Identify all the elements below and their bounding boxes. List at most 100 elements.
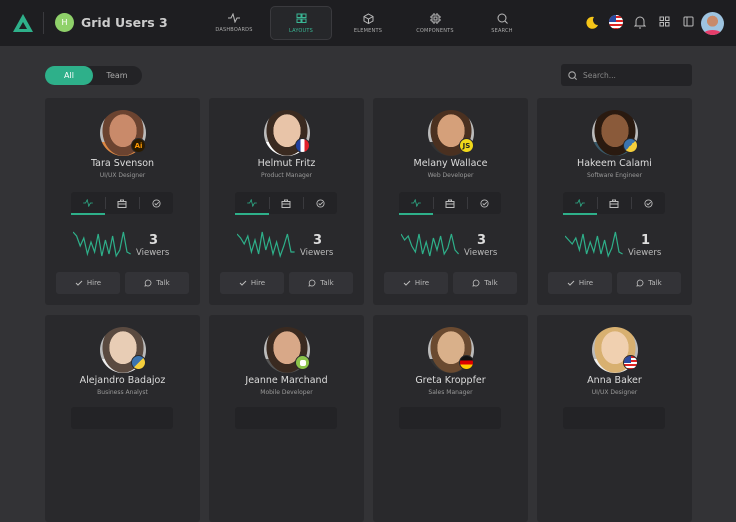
user-avatar[interactable] bbox=[701, 12, 724, 35]
flag-germany-icon bbox=[459, 355, 474, 370]
filter-all[interactable]: All bbox=[45, 66, 93, 85]
chat-bubble-icon bbox=[144, 279, 152, 287]
user-card: Greta Kroppfer Sales Manager bbox=[373, 315, 528, 522]
talk-button[interactable]: Talk bbox=[125, 272, 189, 294]
moon-icon[interactable] bbox=[585, 15, 599, 29]
viewers-label: Viewers bbox=[300, 248, 334, 258]
talk-button[interactable]: Talk bbox=[289, 272, 353, 294]
user-card: Hakeem Calami Software Engineer 1 Viewers… bbox=[537, 98, 692, 305]
tab-activity[interactable] bbox=[563, 192, 597, 215]
tab-tasks[interactable] bbox=[631, 192, 665, 214]
nav-label: COMPONENTS bbox=[416, 27, 454, 34]
tab-work[interactable] bbox=[433, 192, 467, 214]
search-input[interactable]: Search... bbox=[561, 64, 692, 86]
nav-layouts[interactable]: LAYOUTS bbox=[270, 6, 332, 40]
briefcase-icon bbox=[117, 199, 127, 208]
tab-tasks[interactable] bbox=[139, 192, 173, 214]
viewers-label: Viewers bbox=[136, 248, 170, 258]
hire-button[interactable]: Hire bbox=[384, 272, 448, 294]
hire-label: Hire bbox=[578, 279, 594, 287]
check-icon bbox=[75, 280, 83, 286]
search-placeholder: Search... bbox=[583, 70, 616, 80]
user-card: Ai Tara Svenson UI/UX Designer 3 Viewers H… bbox=[45, 98, 200, 305]
logo-icon[interactable] bbox=[12, 13, 34, 33]
viewer-count: 3 bbox=[477, 233, 487, 248]
viewer-count: 3 bbox=[149, 233, 159, 248]
card-tabs bbox=[71, 407, 173, 429]
hire-button[interactable]: Hire bbox=[548, 272, 612, 294]
tab-activity[interactable] bbox=[235, 192, 269, 215]
tab-tasks[interactable] bbox=[303, 192, 337, 214]
check-icon bbox=[239, 280, 247, 286]
flag-usa-icon[interactable] bbox=[608, 14, 624, 30]
nav-label: SEARCH bbox=[491, 27, 513, 34]
bell-icon[interactable] bbox=[634, 15, 646, 29]
nav-label: DASHBOARDS bbox=[215, 27, 253, 33]
nav-elements[interactable]: ELEMENTS bbox=[337, 6, 399, 40]
viewer-count: 3 bbox=[313, 233, 323, 248]
sidebar-toggle-icon[interactable] bbox=[683, 16, 694, 27]
card-tabs bbox=[235, 407, 337, 429]
tab-tasks[interactable] bbox=[467, 192, 501, 214]
check-circle-icon bbox=[643, 198, 653, 208]
user-name: Alejandro Badajoz bbox=[79, 375, 166, 386]
nav-label: ELEMENTS bbox=[353, 27, 383, 34]
user-name: Hakeem Calami bbox=[577, 158, 652, 169]
briefcase-icon bbox=[609, 199, 619, 208]
javascript-badge-icon: JS bbox=[459, 138, 474, 153]
tab-work[interactable] bbox=[105, 192, 139, 214]
divider bbox=[43, 12, 44, 34]
activity-sparkline bbox=[237, 231, 295, 258]
user-role: Business Analyst bbox=[97, 389, 148, 396]
nav-search[interactable]: SEARCH bbox=[471, 6, 533, 40]
user-name: Jeanne Marchand bbox=[245, 375, 328, 386]
card-tabs bbox=[563, 407, 665, 429]
chat-bubble-icon bbox=[308, 279, 316, 287]
user-card: Helmut Fritz Product Manager 3 Viewers Hi… bbox=[209, 98, 364, 305]
cube-icon bbox=[363, 12, 373, 24]
user-card: Alejandro Badajoz Business Analyst bbox=[45, 315, 200, 522]
hire-label: Hire bbox=[414, 279, 430, 287]
talk-button[interactable]: Talk bbox=[453, 272, 517, 294]
cpu-icon bbox=[429, 12, 441, 24]
card-tabs bbox=[399, 407, 501, 429]
tab-activity[interactable] bbox=[71, 192, 105, 215]
apps-grid-icon[interactable] bbox=[659, 16, 670, 27]
tab-work[interactable] bbox=[269, 192, 303, 214]
briefcase-icon bbox=[445, 199, 455, 208]
user-role: UI/UX Designer bbox=[99, 172, 146, 179]
nav-dashboards[interactable]: DASHBOARDS bbox=[203, 6, 265, 40]
tab-work[interactable] bbox=[597, 192, 631, 214]
python-badge-icon bbox=[131, 355, 146, 370]
user-name: Melany Wallace bbox=[413, 158, 488, 169]
viewer-count: 1 bbox=[641, 233, 651, 248]
page-title: Grid Users 3 bbox=[81, 15, 168, 30]
check-circle-icon bbox=[151, 198, 161, 208]
user-card: Jeanne Marchand Mobile Developer bbox=[209, 315, 364, 522]
user-role: Sales Manager bbox=[428, 389, 473, 396]
activity-sparkline bbox=[401, 233, 460, 257]
user-role: Mobile Developer bbox=[260, 389, 313, 396]
nav-components[interactable]: COMPONENTS bbox=[404, 6, 466, 40]
user-name: Tara Svenson bbox=[90, 158, 155, 169]
check-icon bbox=[567, 280, 575, 286]
hire-button[interactable]: Hire bbox=[220, 272, 284, 294]
filter-team[interactable]: Team bbox=[106, 71, 128, 80]
tab-activity[interactable] bbox=[399, 192, 433, 215]
chat-bubble-icon bbox=[472, 279, 480, 287]
check-circle-icon bbox=[479, 198, 489, 208]
check-circle-icon bbox=[315, 198, 325, 208]
activity-icon bbox=[83, 199, 93, 207]
hire-button[interactable]: Hire bbox=[56, 272, 120, 294]
user-name: Anna Baker bbox=[587, 375, 642, 386]
activity-icon bbox=[575, 199, 585, 207]
activity-icon bbox=[228, 13, 240, 23]
android-badge-icon bbox=[295, 355, 310, 370]
talk-button[interactable]: Talk bbox=[617, 272, 681, 294]
user-name: Helmut Fritz bbox=[257, 158, 316, 169]
talk-label: Talk bbox=[648, 279, 662, 287]
card-tabs bbox=[71, 192, 173, 215]
user-card: Anna Baker UI/UX Designer bbox=[537, 315, 692, 522]
activity-sparkline bbox=[73, 231, 131, 258]
grid-icon bbox=[296, 13, 306, 23]
